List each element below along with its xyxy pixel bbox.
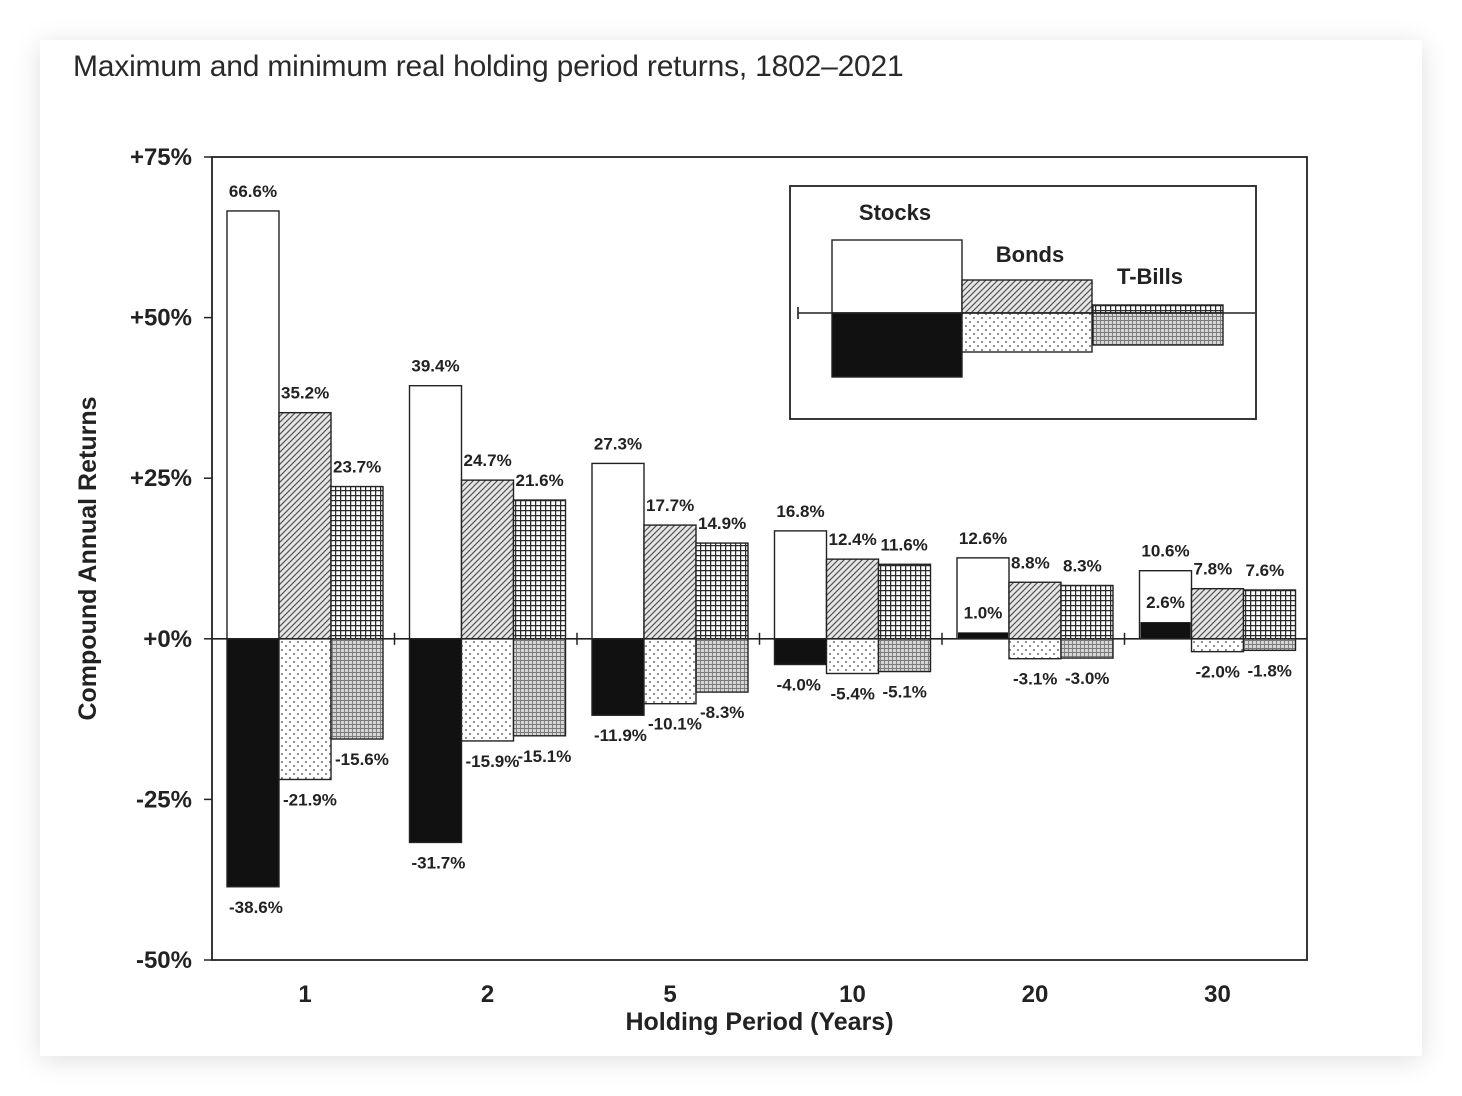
x-tick-label: 2: [481, 981, 494, 1008]
bar-tbills-min: [1242, 638, 1297, 652]
bar-bonds-min: [825, 638, 880, 675]
bar-stocks-max: [773, 530, 828, 640]
value-label-stocks-min: -11.9%: [594, 726, 647, 745]
legend-label-bonds: Bonds: [996, 242, 1064, 267]
bar-stocks-min: [591, 638, 645, 716]
y-tick-label: +25%: [130, 465, 192, 492]
bar-bonds-max: [1008, 581, 1062, 640]
y-tick-label: -25%: [136, 786, 192, 813]
value-label-stocks-max: 39.4%: [411, 357, 459, 376]
value-label-stocks-min: 2.6%: [1146, 593, 1185, 612]
bar-bonds-min: [460, 638, 515, 742]
y-axis-title: Compound Annual Returns: [74, 396, 102, 720]
value-label-tbills-max: 7.6%: [1246, 561, 1285, 580]
value-label-bonds-min: -5.4%: [831, 684, 875, 703]
bar-stocks-min: [226, 638, 280, 888]
value-label-bonds-max: 17.7%: [646, 496, 694, 515]
bar-tbills-max: [330, 485, 384, 640]
value-label-stocks-max: 66.6%: [229, 182, 277, 201]
x-tick-label: 20: [1022, 981, 1049, 1008]
value-label-bonds-min: -10.1%: [648, 715, 702, 734]
bar-bonds-max: [278, 411, 332, 640]
value-label-bonds-max: 7.8%: [1194, 560, 1233, 579]
plot-area: [211, 156, 1308, 961]
y-tick-label: +75%: [130, 144, 192, 171]
legend-swatch-tbills-max: [1092, 304, 1224, 314]
bar-stocks-min: [1140, 622, 1191, 639]
y-tick-label: -50%: [136, 947, 192, 974]
bar-tbills-min: [1060, 638, 1114, 659]
value-label-stocks-min: -38.6%: [229, 898, 283, 917]
value-label-stocks-min: -31.7%: [412, 853, 466, 872]
value-label-tbills-max: 14.9%: [698, 514, 746, 533]
bar-bonds-max: [643, 524, 697, 640]
bar-tbills-max: [1242, 589, 1297, 640]
legend-label-stocks: Stocks: [859, 200, 931, 225]
value-label-bonds-min: -3.1%: [1013, 670, 1057, 689]
y-tick-label: +0%: [143, 626, 192, 653]
value-label-bonds-min: -15.9%: [466, 752, 520, 771]
value-label-tbills-min: -3.0%: [1065, 669, 1109, 688]
value-label-bonds-min: -2.0%: [1196, 663, 1240, 682]
value-label-tbills-min: -1.8%: [1248, 661, 1292, 680]
bar-stocks-max: [956, 557, 1010, 640]
value-label-bonds-min: -21.9%: [283, 790, 337, 809]
value-label-stocks-max: 27.3%: [594, 434, 642, 453]
value-label-tbills-min: -5.1%: [883, 683, 927, 702]
x-tick-label: 30: [1204, 981, 1231, 1008]
legend-swatch-stocks-min: [831, 312, 963, 378]
bar-tbills-min: [877, 638, 932, 673]
bar-stocks-min: [958, 632, 1008, 639]
value-label-bonds-max: 35.2%: [281, 384, 329, 403]
bar-stocks-max: [408, 384, 463, 640]
bar-stocks-max: [591, 462, 645, 640]
bar-tbills-min: [512, 638, 567, 737]
bar-tbills-max: [512, 499, 567, 640]
value-label-stocks-min: 1.0%: [964, 603, 1003, 622]
value-label-tbills-min: -8.3%: [700, 703, 744, 722]
bar-stocks-max: [226, 210, 280, 640]
bar-bonds-min: [1190, 638, 1245, 653]
bar-tbills-min: [330, 638, 384, 740]
x-tick-label: 10: [839, 981, 866, 1008]
value-label-bonds-max: 12.4%: [829, 530, 877, 549]
x-tick-label: 5: [663, 981, 676, 1008]
legend-swatch-bonds-max: [961, 279, 1093, 314]
value-label-tbills-max: 23.7%: [333, 458, 381, 477]
bar-bonds-min: [278, 638, 332, 781]
value-label-stocks-max: 10.6%: [1141, 542, 1189, 561]
bar-bonds-min: [643, 638, 697, 705]
legend-swatch-stocks-max: [831, 239, 963, 314]
bar-stocks-min: [408, 638, 463, 844]
legend-label-tbills: T-Bills: [1117, 264, 1183, 289]
value-label-bonds-max: 24.7%: [464, 451, 512, 470]
value-label-stocks-max: 16.8%: [776, 502, 824, 521]
bar-bonds-max: [460, 479, 515, 640]
value-label-stocks-max: 12.6%: [959, 529, 1007, 548]
value-label-stocks-min: -4.0%: [777, 675, 821, 694]
chart-title: Maximum and minimum real holding period …: [73, 50, 904, 83]
value-label-tbills-max: 11.6%: [881, 535, 928, 554]
x-axis-title: Holding Period (Years): [625, 1008, 893, 1036]
bar-stocks-min: [773, 638, 828, 666]
y-tick-label: +50%: [130, 305, 192, 332]
bar-bonds-max: [825, 558, 880, 640]
legend-swatch-bonds-min: [961, 312, 1093, 353]
value-label-tbills-max: 8.3%: [1063, 556, 1102, 575]
value-label-tbills-max: 21.6%: [516, 471, 564, 490]
bar-tbills-min: [695, 638, 749, 693]
bar-tbills-max: [877, 563, 932, 640]
value-label-tbills-min: -15.1%: [518, 747, 572, 766]
x-tick-label: 1: [298, 981, 311, 1008]
bar-bonds-max: [1190, 587, 1245, 640]
bar-tbills-max: [695, 542, 749, 640]
value-label-tbills-min: -15.6%: [335, 750, 389, 769]
legend-swatch-tbills-min: [1092, 312, 1224, 346]
value-label-bonds-max: 8.8%: [1011, 553, 1050, 572]
bar-bonds-min: [1008, 638, 1062, 660]
bar-tbills-max: [1060, 584, 1114, 640]
